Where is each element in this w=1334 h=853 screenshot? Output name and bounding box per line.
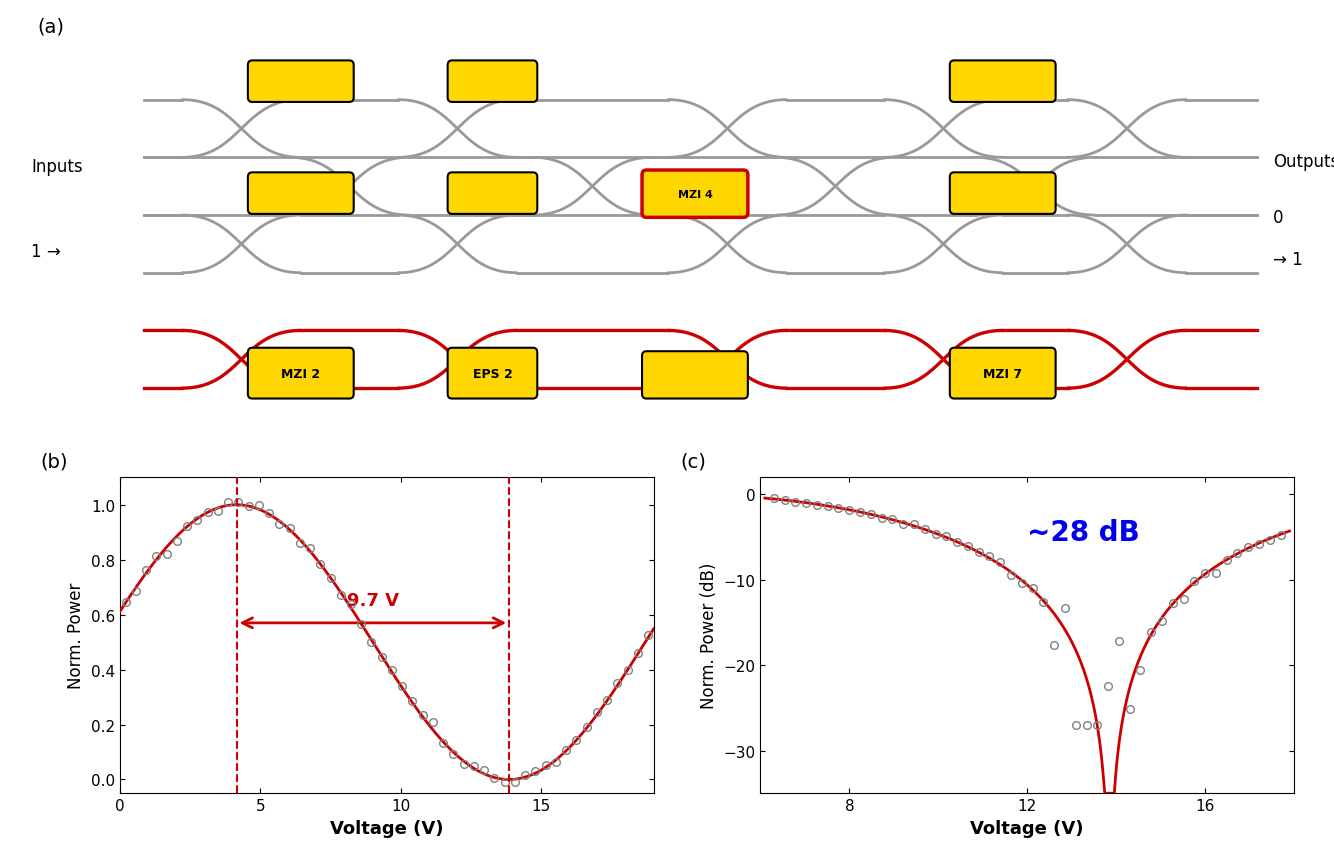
- Text: MZI 7: MZI 7: [983, 367, 1022, 380]
- FancyBboxPatch shape: [642, 171, 748, 218]
- Text: 9.7 V: 9.7 V: [347, 591, 399, 609]
- FancyBboxPatch shape: [248, 173, 354, 215]
- FancyBboxPatch shape: [248, 348, 354, 399]
- Text: EPS 2: EPS 2: [472, 367, 512, 380]
- FancyBboxPatch shape: [950, 61, 1055, 103]
- Text: ~28 dB: ~28 dB: [1027, 519, 1141, 547]
- X-axis label: Voltage (V): Voltage (V): [970, 819, 1085, 837]
- FancyBboxPatch shape: [642, 351, 748, 399]
- Text: (b): (b): [40, 452, 68, 472]
- Text: MZI 2: MZI 2: [281, 367, 320, 380]
- Text: 0: 0: [1273, 208, 1283, 227]
- FancyBboxPatch shape: [448, 348, 538, 399]
- X-axis label: Voltage (V): Voltage (V): [329, 819, 444, 837]
- Text: 1 →: 1 →: [32, 242, 61, 261]
- Y-axis label: Norm. Power (dB): Norm. Power (dB): [700, 562, 718, 709]
- Text: Outputs: Outputs: [1273, 153, 1334, 171]
- Text: (c): (c): [680, 452, 706, 472]
- FancyBboxPatch shape: [248, 61, 354, 103]
- FancyBboxPatch shape: [448, 173, 538, 215]
- Text: MZI 4: MZI 4: [678, 189, 712, 200]
- Text: → 1: → 1: [1273, 251, 1303, 270]
- FancyBboxPatch shape: [950, 173, 1055, 215]
- Text: Inputs: Inputs: [32, 157, 83, 176]
- Text: (a): (a): [37, 17, 64, 36]
- FancyBboxPatch shape: [448, 61, 538, 103]
- FancyBboxPatch shape: [950, 348, 1055, 399]
- Y-axis label: Norm. Power: Norm. Power: [68, 583, 85, 688]
